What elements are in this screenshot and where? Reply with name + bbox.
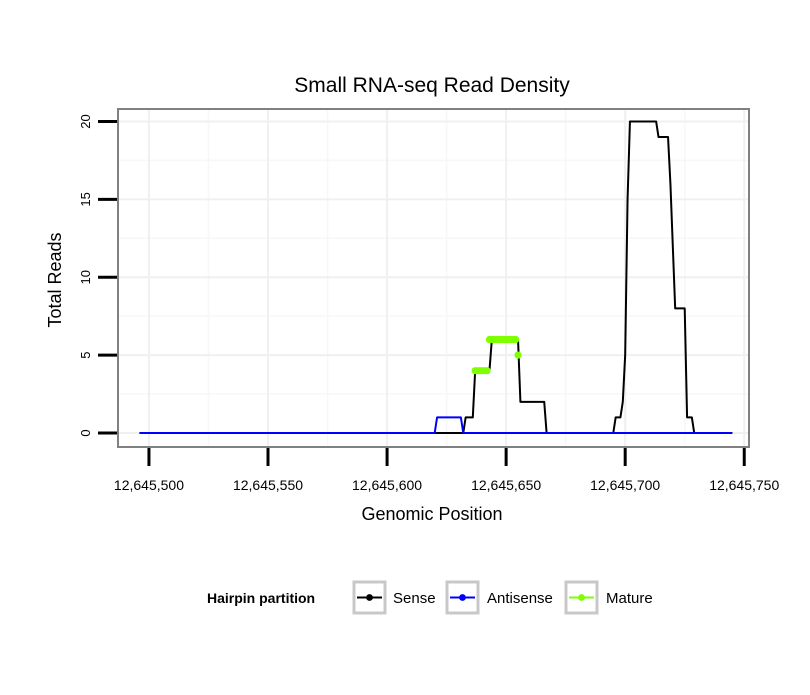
legend-key-point-mature (578, 594, 585, 601)
legend-title: Hairpin partition (207, 590, 315, 606)
x-tick-label: 12,645,550 (233, 477, 303, 493)
x-tick-label: 12,645,700 (590, 477, 660, 493)
legend-label-mature: Mature (606, 590, 653, 607)
x-tick-label: 12,645,600 (352, 477, 422, 493)
series-point-mature (483, 367, 491, 375)
legend-key-point-antisense (459, 594, 466, 601)
x-tick-label: 12,645,650 (471, 477, 541, 493)
x-tick-label: 12,645,750 (709, 477, 779, 493)
series-point-mature (514, 351, 522, 359)
y-tick-label: 20 (78, 114, 93, 128)
plot-area: 0 5 10 15 20 12,645,500 12,645,550 12,645,600 12… (78, 108, 779, 493)
plot-border (117, 108, 750, 448)
legend-label-sense: Sense (393, 590, 436, 607)
y-axis-label: Total Reads (45, 232, 65, 327)
y-tick-label: 0 (78, 429, 93, 436)
chart-title: Small RNA-seq Read Density (294, 74, 570, 97)
y-tick-label: 5 (78, 351, 93, 358)
x-tick-label: 12,645,500 (114, 477, 184, 493)
legend-label-antisense: Antisense (487, 590, 553, 607)
legend-key-point-sense (366, 594, 373, 601)
series-point-mature (512, 335, 520, 344)
series-line-sense (139, 120, 733, 434)
series-line-antisense (139, 416, 733, 434)
x-axis-label: Genomic Position (361, 504, 502, 524)
y-tick-label: 10 (78, 270, 93, 284)
y-tick-label: 15 (78, 192, 93, 206)
legend: Sense Antisense Mature (352, 580, 653, 615)
